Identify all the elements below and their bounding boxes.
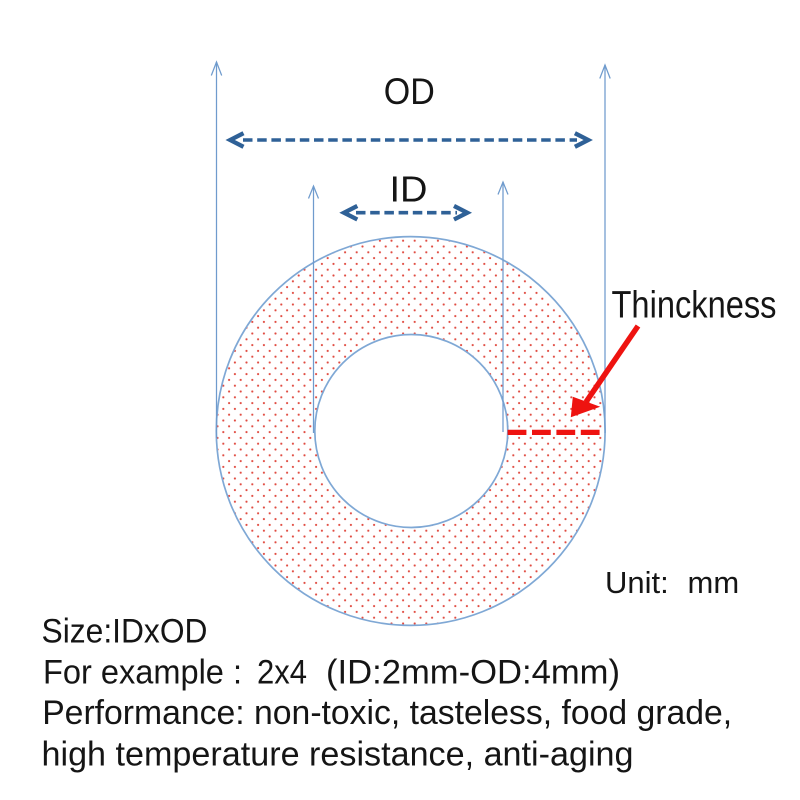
- svg-text:Unit:: Unit:: [605, 565, 669, 600]
- svg-text:Size:IDxOD: Size:IDxOD: [42, 612, 208, 650]
- svg-text:ID: ID: [390, 169, 428, 210]
- svg-text:high temperature resistance, a: high temperature resistance, anti-aging: [42, 736, 634, 774]
- svg-text:2x4: 2x4: [257, 654, 307, 692]
- svg-text:OD: OD: [384, 71, 435, 112]
- svg-text:Thinckness: Thinckness: [612, 285, 777, 327]
- svg-text:For example :: For example :: [43, 654, 242, 692]
- svg-text:(ID:2mm-OD:4mm): (ID:2mm-OD:4mm): [326, 654, 620, 692]
- svg-text:Performance: non-toxic, tastel: Performance: non-toxic, tasteless, food …: [42, 694, 732, 732]
- svg-text:mm: mm: [688, 565, 740, 600]
